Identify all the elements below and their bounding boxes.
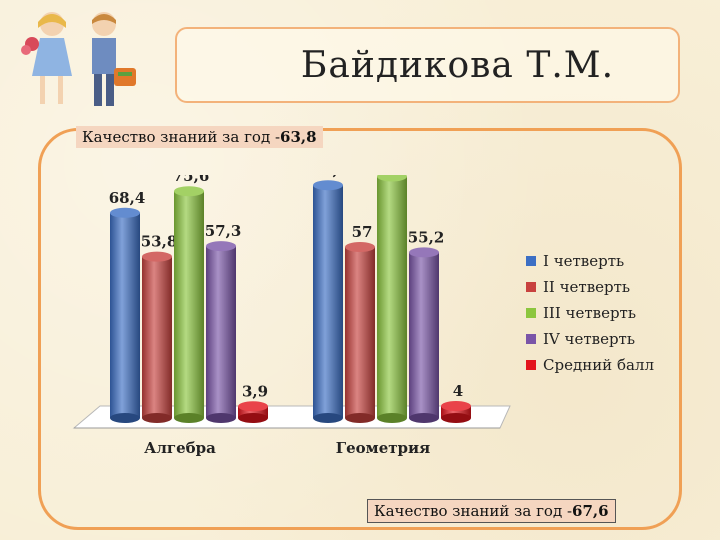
bar-top [206, 241, 236, 252]
bar-1-4 [441, 401, 471, 423]
legend-label: Средний балл [543, 356, 654, 374]
legend-label: III четверть [543, 304, 637, 322]
bar-0-1 [142, 251, 172, 423]
bar-1-3 [409, 247, 439, 423]
bar-body [377, 176, 407, 418]
bar-bottom [345, 413, 375, 423]
bar-bottom [206, 413, 236, 423]
title-box: Байдикова Т.М. [175, 27, 680, 103]
bar-bottom [174, 413, 204, 423]
bar-1-1 [345, 242, 375, 423]
bar-top [377, 175, 407, 182]
legend-item: IV четверть [526, 326, 654, 352]
bar-bottom [441, 413, 471, 423]
legend-item: Средний балл [526, 352, 654, 378]
data-label: 57,3 [205, 222, 242, 240]
quality-geometry-label: Качество знаний за год - [374, 502, 573, 520]
bar-bottom [313, 413, 343, 423]
quality-geometry-value: 67,6 [572, 502, 609, 520]
legend-item: I четверть [526, 248, 654, 274]
bar-top [142, 251, 172, 262]
legend-swatch [526, 308, 536, 318]
chart-frame [38, 128, 682, 530]
bar-top [409, 247, 439, 258]
legend-swatch [526, 334, 536, 344]
legend-item: II четверть [526, 274, 654, 300]
bar-1-2 [377, 175, 407, 423]
category-label: Геометрия [336, 439, 430, 457]
bar-bottom [409, 413, 439, 423]
legend-label: I четверть [543, 252, 625, 270]
data-label: 55,2 [408, 228, 445, 246]
kids-illustration [21, 12, 136, 106]
data-label: 75,6 [173, 175, 210, 185]
quality-algebra-badge: Качество знаний за год -63,8 [76, 126, 323, 148]
bar-bottom [238, 413, 268, 423]
bar-0-4 [238, 401, 268, 423]
legend-swatch [526, 360, 536, 370]
bar-bottom [110, 413, 140, 423]
bar-top [238, 401, 268, 412]
legend-label: II четверть [543, 278, 631, 296]
data-label: 68,4 [109, 189, 146, 207]
category-label: Алгебра [144, 439, 216, 457]
data-label: 77,6 [312, 175, 349, 179]
bar-0-2 [174, 186, 204, 423]
data-label: 4 [453, 382, 463, 400]
bar-top [441, 401, 471, 411]
bar-1-0 [313, 180, 343, 423]
quality-algebra-label: Качество знаний за год - [82, 128, 281, 146]
bar-0-3 [206, 241, 236, 423]
bar-body [174, 191, 204, 418]
quality-geometry-badge: Качество знаний за год -67,6 [367, 499, 616, 523]
bar-body [142, 256, 172, 418]
bar-body [238, 406, 268, 418]
legend-swatch [526, 282, 536, 292]
bar-0-0 [110, 207, 140, 423]
bar-body [313, 185, 343, 418]
data-label: 57 [352, 223, 373, 241]
bar-body [206, 246, 236, 418]
bar-top [174, 186, 204, 197]
bar-top [313, 180, 343, 191]
bar-body [409, 252, 439, 418]
bar-top [345, 242, 375, 252]
legend-item: III четверть [526, 300, 654, 326]
bar-top [110, 207, 140, 218]
bar-bottom [377, 413, 407, 423]
data-label: 53,8 [141, 233, 178, 251]
bar-body [110, 212, 140, 418]
quality-algebra-value: 63,8 [280, 128, 317, 146]
bar-chart: 68,477,653,85775,680,557,355,23,94Алгебр… [72, 175, 511, 457]
page-title: Байдикова Т.М. [300, 44, 615, 86]
chart-legend: I четверть II четверть III четверть IV четв… [526, 248, 654, 378]
data-label: 3,9 [242, 382, 268, 400]
bar-body [345, 247, 375, 418]
legend-label: IV четверть [543, 330, 636, 348]
bar-bottom [142, 413, 172, 423]
legend-swatch [526, 256, 536, 266]
